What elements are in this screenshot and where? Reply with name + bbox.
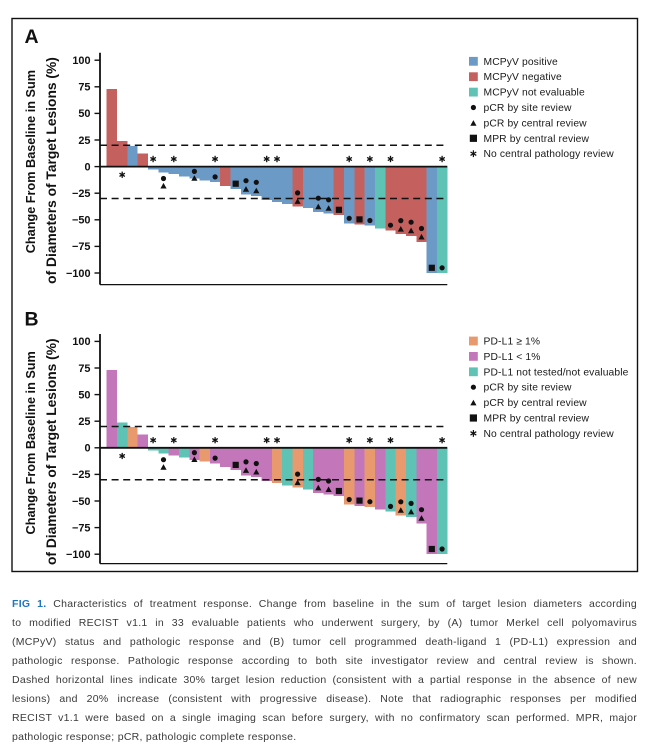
svg-text:pCR by central review: pCR by central review — [484, 398, 588, 409]
svg-text:75: 75 — [78, 363, 90, 375]
svg-text:PD-L1 < 1%: PD-L1 < 1% — [484, 352, 541, 363]
svg-text:PD-L1 not tested/not evaluable: PD-L1 not tested/not evaluable — [484, 367, 629, 378]
svg-text:MCPyV negative: MCPyV negative — [484, 72, 563, 83]
svg-text:0: 0 — [84, 161, 90, 173]
svg-text:pCR by site review: pCR by site review — [484, 103, 572, 114]
svg-text:of Diameters of Target Lesions: of Diameters of Target Lesions (%) — [44, 338, 59, 565]
svg-text:0: 0 — [84, 443, 90, 455]
svg-text:−75: −75 — [72, 522, 90, 534]
svg-text:50: 50 — [78, 108, 90, 120]
svg-text:No central pathology review: No central pathology review — [484, 429, 615, 440]
svg-text:75: 75 — [78, 82, 90, 94]
svg-text:A: A — [25, 26, 39, 48]
svg-text:B: B — [25, 309, 39, 331]
svg-text:−100: −100 — [66, 268, 91, 280]
svg-text:25: 25 — [78, 416, 90, 428]
svg-text:−25: −25 — [72, 188, 90, 200]
svg-text:Change From Baseline in Sum: Change From Baseline in Sum — [24, 70, 38, 253]
svg-text:100: 100 — [72, 336, 90, 348]
svg-text:PD-L1 ≥ 1%: PD-L1 ≥ 1% — [484, 337, 541, 348]
svg-text:−75: −75 — [72, 241, 90, 253]
svg-text:100: 100 — [72, 55, 90, 67]
svg-text:MPR by central review: MPR by central review — [484, 134, 590, 145]
svg-text:−100: −100 — [66, 549, 91, 561]
svg-text:pCR by site review: pCR by site review — [484, 383, 572, 394]
svg-text:No central pathology review: No central pathology review — [484, 149, 615, 160]
svg-text:−50: −50 — [72, 215, 90, 227]
svg-text:MCPyV not evaluable: MCPyV not evaluable — [484, 88, 585, 99]
svg-text:−25: −25 — [72, 469, 90, 481]
svg-text:MCPyV positive: MCPyV positive — [484, 57, 559, 68]
svg-text:pCR by central review: pCR by central review — [484, 118, 588, 129]
svg-text:MPR by central review: MPR by central review — [484, 414, 590, 425]
svg-text:50: 50 — [78, 389, 90, 401]
svg-text:25: 25 — [78, 135, 90, 147]
svg-text:−50: −50 — [72, 496, 90, 508]
svg-text:Change From Baseline in Sum: Change From Baseline in Sum — [24, 351, 38, 534]
svg-text:of Diameters of Target Lesions: of Diameters of Target Lesions (%) — [44, 57, 59, 284]
